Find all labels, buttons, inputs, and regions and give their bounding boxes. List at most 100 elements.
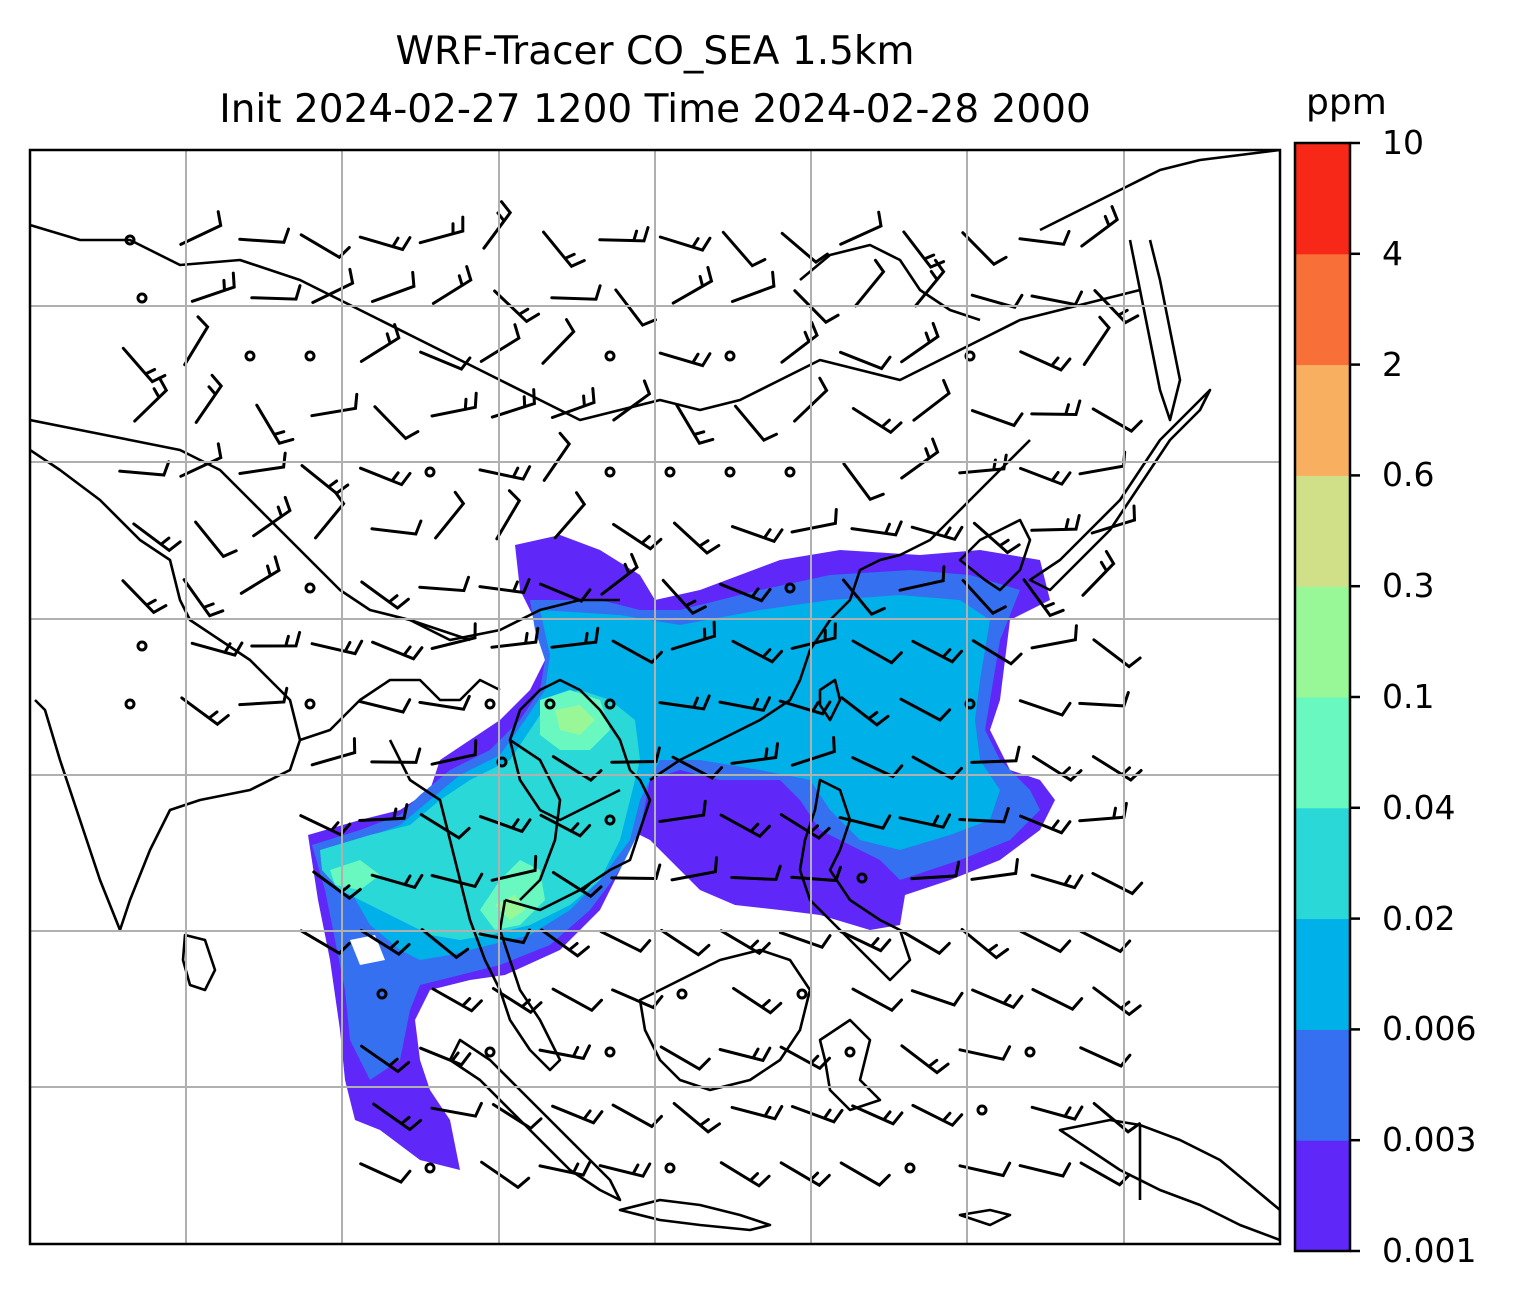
wind-barb <box>358 698 412 714</box>
field-gap <box>350 935 385 965</box>
wind-barb <box>658 799 707 823</box>
field-layer-004 <box>330 690 610 930</box>
wind-barb <box>671 755 724 780</box>
inner-border-laos <box>509 738 562 901</box>
wind-barb <box>300 464 350 496</box>
coast-indochina <box>504 678 652 912</box>
wind-barb <box>121 579 168 615</box>
wind-barb <box>299 233 351 260</box>
field-layer-01 <box>495 705 595 920</box>
colorbar-tick-label: 0.6 <box>1382 455 1435 495</box>
calm-wind-marker <box>604 350 616 362</box>
calm-wind-marker <box>664 1162 676 1174</box>
wind-barb <box>182 578 225 618</box>
wind-barb <box>551 755 603 782</box>
wind-barb <box>418 575 470 593</box>
wind-barb <box>430 739 478 766</box>
wind-barb <box>779 1045 831 1071</box>
wind-barb <box>779 1161 831 1188</box>
wind-barb <box>958 1045 1012 1061</box>
wind-barb <box>490 626 540 649</box>
calm-wind-marker <box>784 466 796 478</box>
wind-barb <box>180 696 230 727</box>
wind-barb <box>538 1161 592 1177</box>
wind-barb <box>478 815 532 834</box>
wind-barb <box>360 1044 411 1074</box>
colorbar-bin-8 <box>1295 253 1350 366</box>
wind-barb <box>970 745 1021 764</box>
colorbar <box>1295 141 1360 1253</box>
coast-japan <box>1028 388 1212 592</box>
wind-barb <box>1019 929 1072 954</box>
wind-barb <box>478 465 532 481</box>
wind-barb <box>479 323 521 363</box>
wind-barb <box>1079 1161 1131 1187</box>
coast-newguinea <box>1058 1118 1280 1242</box>
coast-timor <box>958 1208 1012 1227</box>
colorbar-tick-label: 0.003 <box>1382 1120 1477 1160</box>
wind-barb <box>675 403 715 445</box>
wind-barb <box>183 315 210 367</box>
wind-barb <box>851 639 903 665</box>
wind-barb <box>311 267 355 304</box>
wind-barb <box>790 622 837 650</box>
calm-wind-marker <box>376 988 388 1000</box>
wind-barb <box>194 520 238 559</box>
calm-wind-marker <box>136 292 148 304</box>
wind-barb <box>179 210 223 246</box>
wind-barb <box>1018 1162 1072 1178</box>
calm-wind-marker <box>604 814 616 826</box>
wind-barb <box>718 696 771 712</box>
wind-barb <box>542 230 586 269</box>
colorbar-tick-label: 0.04 <box>1382 787 1456 827</box>
wind-barb <box>900 1044 950 1075</box>
wind-barb <box>910 989 964 1007</box>
calm-wind-marker <box>664 466 676 478</box>
wind-barb <box>430 872 484 889</box>
wind-barb <box>359 1162 412 1184</box>
wind-barb <box>540 928 590 958</box>
wind-barb <box>419 350 472 371</box>
wind-barb <box>612 522 663 551</box>
calm-wind-marker <box>604 1046 616 1058</box>
wind-barb <box>658 351 712 368</box>
wind-barb <box>854 258 886 308</box>
wind-barb <box>851 756 904 779</box>
colorbar-tick-label: 0.006 <box>1382 1009 1477 1049</box>
colorbar-bin-7 <box>1295 364 1350 476</box>
wind-barb <box>670 620 717 651</box>
calm-wind-marker <box>724 350 736 362</box>
wind-barb <box>778 931 832 949</box>
wind-barb <box>1078 691 1130 708</box>
wind-barb <box>612 379 652 422</box>
calm-wind-marker <box>796 988 808 1000</box>
wind-barb <box>541 318 576 365</box>
coast-sulawesi <box>818 1018 882 1112</box>
wind-barb <box>480 1160 531 1190</box>
wind-barb <box>658 235 712 252</box>
calm-wind-marker <box>424 466 436 478</box>
calm-wind-marker <box>604 466 616 478</box>
wind-barb <box>958 1161 1012 1178</box>
wind-barb <box>1022 578 1065 618</box>
wind-barb <box>238 227 290 244</box>
wind-barb <box>1031 988 1084 1011</box>
wind-barb <box>550 626 600 649</box>
wind-barb <box>1093 289 1140 325</box>
wind-barb <box>910 525 964 542</box>
wind-barb <box>358 235 412 252</box>
wind-barb <box>1092 986 1142 1017</box>
wind-barb <box>839 1161 891 1187</box>
wind-barb <box>961 579 1007 616</box>
colorbar-frame <box>1293 141 1352 1253</box>
coast-china-south <box>649 439 1031 782</box>
wind-barb <box>900 437 940 480</box>
colorbar-tick-label: 2 <box>1382 344 1403 384</box>
coast-mongolia <box>30 223 1141 422</box>
wind-barb <box>1030 514 1081 532</box>
calm-wind-marker <box>904 1162 916 1174</box>
wind-barb <box>370 270 416 303</box>
wind-barb <box>1091 407 1143 433</box>
wind-barb <box>310 639 364 656</box>
wind-barb <box>611 1103 663 1129</box>
